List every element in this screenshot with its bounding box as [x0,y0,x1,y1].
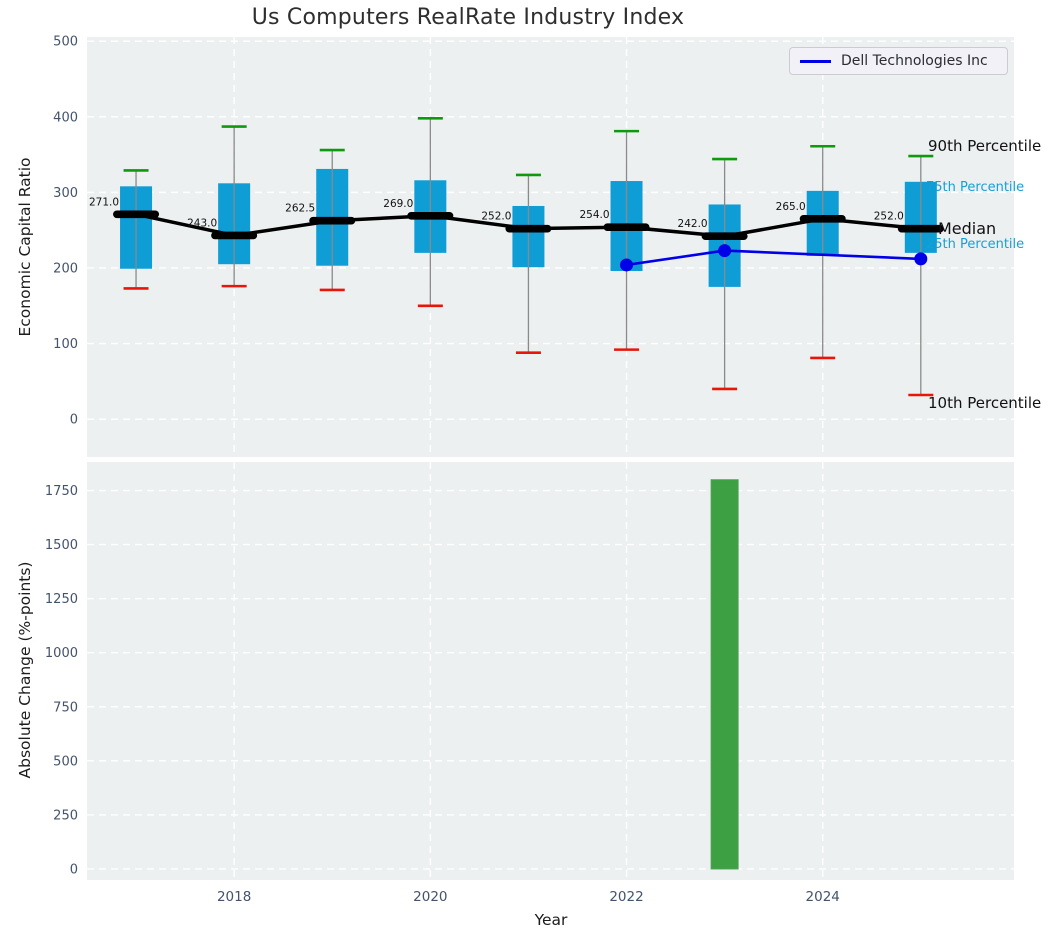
bottom-ytick-labels: 0 250 500 750 1000 1250 1500 1750 [45,484,78,877]
median-label-2018: 243.0 [187,217,217,229]
svg-text:500: 500 [53,754,78,769]
svg-text:0: 0 [70,413,78,428]
svg-text:2024: 2024 [806,889,840,905]
svg-text:100: 100 [53,337,78,352]
median-label-2020: 269.0 [383,198,413,210]
svg-text:1750: 1750 [45,484,78,499]
median-marker-2021 [505,224,552,233]
median-label-2025: 252.0 [874,211,904,223]
svg-text:250: 250 [53,808,78,823]
svg-text:1000: 1000 [45,646,78,661]
median-marker-2017 [113,210,160,219]
svg-text:1250: 1250 [45,592,78,607]
dell-marker-2022 [620,258,634,272]
dell-marker-2023 [718,244,732,258]
xtick-labels: 2018 2020 2022 2024 [217,889,840,905]
annotation-90th-percentile: 90th Percentile [928,137,1042,155]
median-marker-2025 [897,224,944,233]
svg-text:1500: 1500 [45,538,78,553]
median-label-2022: 254.0 [579,209,609,221]
annotation-10th-percentile: 10th Percentile [928,394,1042,412]
median-label-2019: 262.5 [285,203,315,215]
page-title: Us Computers RealRate Industry Index [251,5,685,30]
annotation-25th-percentile: 25th Percentile [926,237,1025,252]
median-label-2021: 252.0 [481,211,511,223]
median-label-2024: 265.0 [776,201,806,213]
svg-text:2018: 2018 [217,889,251,905]
top-ytick-labels: 0 100 200 300 400 500 [53,35,78,428]
svg-text:500: 500 [53,35,78,50]
svg-text:2022: 2022 [609,889,643,905]
median-marker-2019 [309,216,356,225]
median-marker-2023 [701,232,748,241]
dell-series [620,244,928,272]
bottom-axes [87,462,1014,880]
legend-line-icon [800,59,831,63]
boxplots [120,116,937,397]
legend: Dell Technologies Inc [789,47,1008,75]
median-marker-2020 [407,212,454,220]
y-axis-label-top: Economic Capital Ratio [16,157,34,337]
svg-text:200: 200 [53,261,78,276]
svg-text:400: 400 [53,110,78,125]
median-marker-2024 [799,215,846,223]
legend-label: Dell Technologies Inc [841,53,988,69]
svg-text:750: 750 [53,700,78,715]
svg-text:300: 300 [53,186,78,201]
annotation-median: Median [938,219,997,238]
median-label-2023: 242.0 [678,218,708,230]
svg-text:2020: 2020 [413,889,447,905]
median-markers: 271.0 243.0 262.5 269.0 252.0 254.0 242.0 265.0… [89,196,944,241]
bar-2023 [710,479,739,870]
svg-text:0: 0 [70,862,78,877]
x-axis-label: Year [534,911,568,929]
y-axis-label-bottom: Absolute Change (%-points) [16,561,34,779]
median-marker-2022 [603,223,650,231]
dell-marker-2025 [914,252,928,266]
median-label-2017: 271.0 [89,196,119,208]
median-marker-2018 [211,231,258,240]
annotation-75th-percentile: 75th Percentile [926,180,1025,195]
